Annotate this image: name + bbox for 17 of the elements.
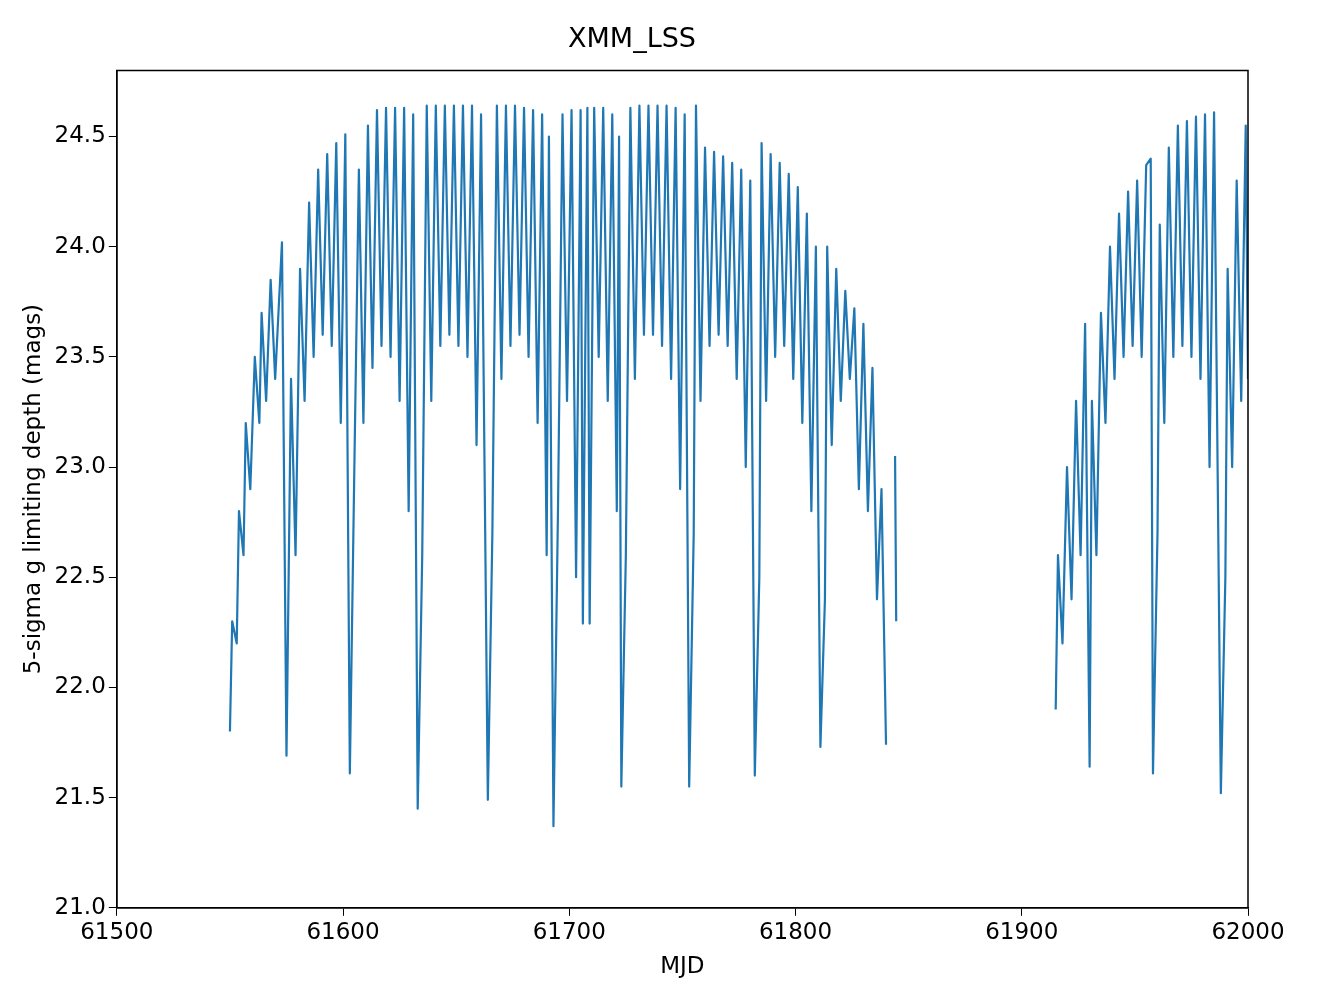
x-tick-label: 61800 bbox=[758, 917, 833, 944]
chart-title: XMM_LSS bbox=[568, 22, 696, 54]
x-tick-label: 61500 bbox=[80, 917, 154, 944]
y-axis-title: 5-sigma g limiting depth (mags) bbox=[18, 303, 45, 675]
y-tick-label: 23.0 bbox=[54, 452, 106, 479]
y-tick-label: 22.0 bbox=[54, 672, 106, 699]
y-tick-label: 23.5 bbox=[54, 341, 106, 368]
y-tick-label: 24.5 bbox=[54, 121, 106, 148]
x-axis-title: MJD bbox=[660, 952, 705, 979]
x-tick-label: 62000 bbox=[1211, 917, 1285, 944]
x-tick-label: 61700 bbox=[532, 917, 606, 944]
y-tick-label: 21.5 bbox=[54, 782, 106, 809]
y-tick-label: 22.5 bbox=[54, 562, 106, 589]
x-tick-label: 61900 bbox=[985, 917, 1059, 944]
y-tick-label: 24.0 bbox=[54, 231, 106, 258]
x-tick-label: 61600 bbox=[306, 917, 380, 944]
y-tick-label: 21.0 bbox=[54, 892, 106, 919]
